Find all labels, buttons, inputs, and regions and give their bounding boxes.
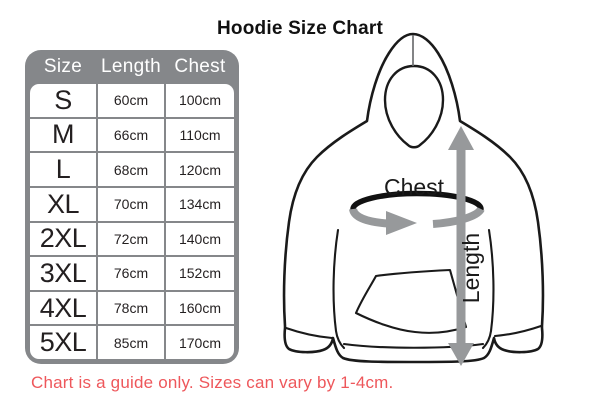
length-cell: 76cm — [98, 257, 164, 290]
chest-cell: 100cm — [166, 84, 234, 117]
size-note: Chart is a guide only. Sizes can vary by… — [31, 373, 394, 392]
chest-cell: 140cm — [166, 222, 234, 256]
size-cell: S — [30, 84, 96, 117]
length-measure-arrow — [448, 126, 474, 366]
chest-label: Chest — [384, 174, 445, 200]
size-cell: 4XL — [30, 291, 96, 325]
chest-cell: 152cm — [166, 257, 234, 290]
length-cell: 85cm — [98, 326, 164, 359]
chest-cell: 160cm — [166, 291, 234, 325]
size-cell: 5XL — [30, 326, 96, 359]
size-cell: M — [30, 118, 96, 152]
kangaroo-pocket — [354, 268, 468, 334]
size-cell: XL — [30, 187, 96, 221]
chest-arrowhead — [386, 211, 417, 235]
size-cell: 3XL — [30, 257, 96, 290]
chest-arc-front-left — [349, 207, 389, 228]
length-cell: 72cm — [98, 222, 164, 256]
size-table-header: Size Length Chest — [30, 50, 234, 84]
chest-arc-back — [350, 190, 484, 212]
length-cell: 70cm — [98, 187, 164, 221]
size-table-body: S 60cm 100cm M 66cm 110cm L 68cm 120cm X… — [30, 84, 234, 359]
length-label: Length — [458, 233, 484, 303]
face-opening — [383, 64, 445, 149]
size-table: Size Length Chest S 60cm 100cm M 66cm 11… — [25, 50, 239, 364]
size-col-header: Size — [43, 56, 83, 77]
page-title: Hoodie Size Chart — [217, 18, 383, 39]
size-cell: 2XL — [30, 222, 96, 256]
hoodie-outline — [282, 32, 545, 364]
chest-col-header: Chest — [174, 56, 226, 77]
sleeve-and-hem-lines — [284, 228, 543, 350]
length-arrow-shaft — [456, 144, 466, 346]
size-cell: L — [30, 153, 96, 186]
length-cell: 68cm — [98, 153, 164, 186]
length-arrowhead-up — [448, 126, 474, 150]
length-cell: 66cm — [98, 118, 164, 152]
length-arrowhead-down — [448, 343, 474, 366]
length-cell: 78cm — [98, 291, 164, 325]
chest-cell: 120cm — [166, 153, 234, 186]
length-cell: 60cm — [98, 84, 164, 117]
chest-cell: 110cm — [166, 118, 234, 152]
chest-cell: 134cm — [166, 187, 234, 221]
chest-cell: 170cm — [166, 326, 234, 359]
length-col-header: Length — [101, 56, 161, 77]
